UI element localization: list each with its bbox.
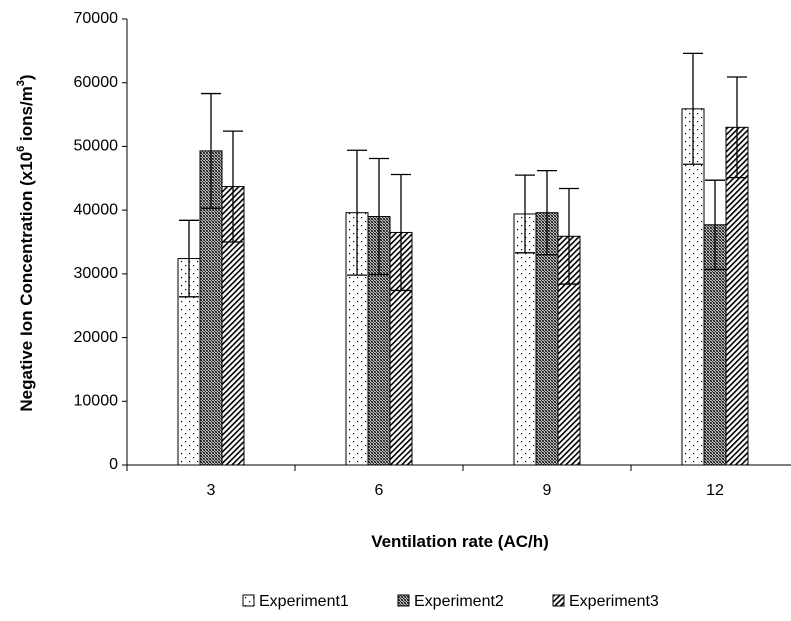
y-axis-title-middle: ions/m xyxy=(17,86,36,146)
y-tick-label: 10000 xyxy=(74,393,119,410)
legend-swatch-experiment3 xyxy=(552,594,565,607)
y-axis-title-prefix: Negative Ion Concentration (x10 xyxy=(17,152,36,412)
legend-label-experiment1: Experiment1 xyxy=(259,593,349,610)
x-tick-label: 12 xyxy=(706,482,724,499)
legend-swatch-experiment1 xyxy=(242,594,255,607)
plot-area: 0 10000 20000 30000 40000 50000 60000 70000 3 6 9 1… xyxy=(74,10,791,499)
x-tick-label: 9 xyxy=(543,482,552,499)
x-axis-title: Ventilation rate (AC/h) xyxy=(371,532,549,551)
y-tick-label: 30000 xyxy=(74,265,119,282)
y-axis-title-sup1: 6 xyxy=(15,146,27,152)
y-tick-label: 40000 xyxy=(74,201,119,218)
legend-swatch-experiment2 xyxy=(397,594,410,607)
y-tick-label: 0 xyxy=(109,456,118,473)
legend-label-experiment3: Experiment3 xyxy=(569,593,659,610)
y-axis-title-sup2: 3 xyxy=(15,80,27,86)
y-tick-label: 70000 xyxy=(74,10,119,27)
x-tick-label: 6 xyxy=(375,482,384,499)
y-tick-label: 60000 xyxy=(74,74,119,91)
y-tick-label: 50000 xyxy=(74,138,119,155)
y-axis-title: Negative Ion Concentration (x106 ions/m3… xyxy=(15,74,37,411)
y-axis-title-suffix: ) xyxy=(17,74,36,80)
legend-label-experiment2: Experiment2 xyxy=(414,593,504,610)
svg-text:Negative Ion Concentration (x1: Negative Ion Concentration (x106 ions/m3… xyxy=(15,74,37,411)
x-tick-label: 3 xyxy=(207,482,216,499)
legend: Experiment1 Experiment2 Experiment3 xyxy=(242,593,659,610)
y-tick-label: 20000 xyxy=(74,329,119,346)
